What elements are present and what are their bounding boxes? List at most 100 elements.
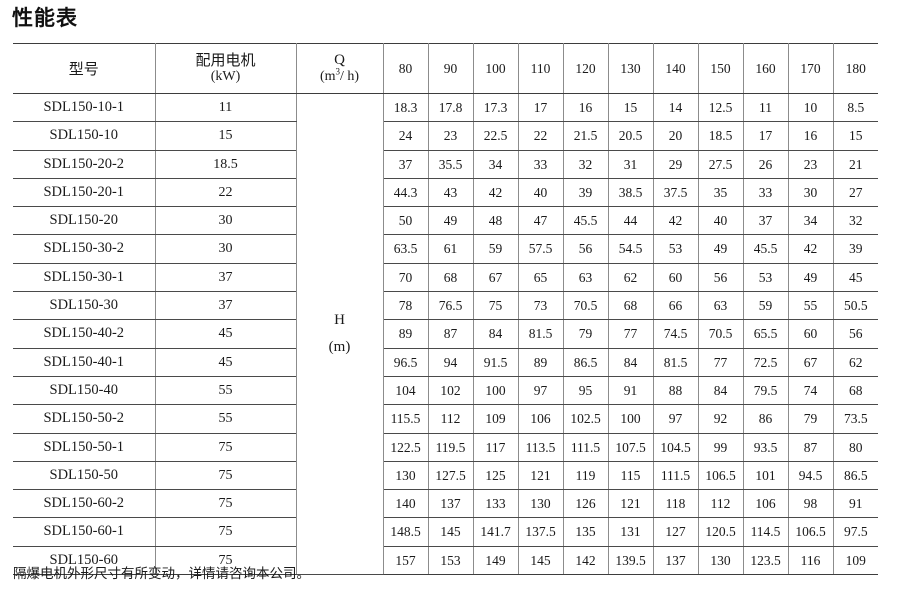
cell-head-value: 60: [787, 319, 834, 349]
header-flow-90: 90: [427, 43, 474, 94]
cell-head-value: 24: [382, 121, 429, 151]
cell-head-value: 61: [427, 234, 474, 264]
table-row: SDL150-40 55 104 102 100 97 95 91 88 84 79.5 74 68: [13, 375, 878, 406]
cell-head-value: 96.5: [382, 347, 429, 377]
cell-head-value: 112: [427, 404, 474, 434]
cell-head-value: 87: [427, 319, 474, 349]
header-row: 型号 配用电机 (kW) Q (m3/ h) 80 90 100 110 120…: [13, 43, 878, 94]
cell-head-value: 68: [427, 262, 474, 293]
cell-head-value: 115.5: [382, 404, 429, 434]
cell-head-value: 94.5: [787, 460, 834, 491]
cell-head-value: 50.5: [832, 291, 878, 321]
header-flow-100: 100: [472, 43, 519, 94]
cell-head-value: 70: [382, 262, 429, 293]
cell-head-value: 59: [742, 291, 789, 321]
cell-head-value: 67: [472, 262, 519, 293]
table-row: SDL150-40-2 45 89 87 84 81.5 79 77 74.5 70.5 65.5 6…: [13, 319, 878, 349]
cell-head-value: 34: [787, 206, 834, 236]
cell-motor-power: 55: [154, 375, 297, 406]
cell-head-value: 115: [607, 460, 654, 491]
cell-head-value: 116: [787, 545, 834, 576]
cell-head-value: 42: [787, 234, 834, 264]
cell-model: SDL150-50: [13, 460, 156, 491]
header-flow-q: Q (m3/ h): [295, 43, 384, 94]
cell-head-value: 130: [517, 489, 564, 519]
cell-head-value: 17.8: [427, 92, 474, 123]
cell-head-value: 53: [652, 234, 699, 264]
cell-model: SDL150-60-1: [13, 517, 156, 547]
cell-head-value: 121: [607, 489, 654, 519]
header-flow-120: 120: [562, 43, 609, 94]
cell-motor-power: 11: [154, 92, 297, 123]
cell-head-value: 145: [427, 517, 474, 547]
cell-head-value: 14: [652, 92, 699, 123]
cell-head-value: 76.5: [427, 291, 474, 321]
cell-head-value: 37.5: [652, 177, 699, 208]
cell-head-value: 39: [562, 177, 609, 208]
cell-head-value: 45: [832, 262, 878, 293]
cell-head-value: 121: [517, 460, 564, 491]
cell-head-value: 119.5: [427, 432, 474, 462]
cell-head-value: 42: [652, 206, 699, 236]
header-flow-160: 160: [742, 43, 789, 94]
cell-head-value: 75: [472, 291, 519, 321]
cell-model: SDL150-10: [13, 121, 156, 151]
cell-model: SDL150-20-2: [13, 149, 156, 179]
cell-head-value: 56: [697, 262, 744, 293]
cell-head-value: 73: [517, 291, 564, 321]
cell-head-value: 97.5: [832, 517, 878, 547]
cell-head-axis-label: H (m): [295, 92, 384, 576]
table-row: SDL150-50-1 75 122.5 119.5 117 113.5 111.5 107.…: [13, 432, 878, 462]
header-motor-power-line1: 配用电机: [195, 50, 256, 69]
cell-head-value: 88: [652, 375, 699, 406]
table-row: SDL150-50-2 55 115.5 112 109 106 102.5 100 97 92 8…: [13, 404, 878, 434]
cell-head-value: 123.5: [742, 545, 789, 576]
cell-head-value: 100: [472, 375, 519, 406]
cell-head-value: 119: [562, 460, 609, 491]
cell-model: SDL150-40-1: [13, 347, 156, 377]
cell-model: SDL150-20: [13, 206, 156, 236]
cell-head-value: 49: [787, 262, 834, 293]
cell-model: SDL150-60-2: [13, 489, 156, 519]
cell-head-value: 113.5: [517, 432, 564, 462]
cell-head-value: 149: [472, 545, 519, 576]
table-row: SDL150-60-2 75 140 137 133 130 126 121 118 112 106…: [13, 489, 878, 519]
table-row: SDL150-60 75 157 153 149 145 142 139.5 137 130 123…: [13, 545, 878, 576]
cell-motor-power: 75: [154, 432, 297, 462]
cell-head-value: 89: [517, 347, 564, 377]
cell-head-value: 137: [427, 489, 474, 519]
cell-model: SDL150-30: [13, 291, 156, 321]
performance-table: 型号 配用电机 (kW) Q (m3/ h) 80 90 100 110 120…: [13, 43, 878, 576]
cell-head-value: 72.5: [742, 347, 789, 377]
cell-head-value: 81.5: [517, 319, 564, 349]
q-unit-exponent: 3: [335, 66, 341, 77]
cell-head-value: 44.3: [382, 177, 429, 208]
cell-model: SDL150-10-1: [13, 92, 156, 123]
cell-head-value: 35: [697, 177, 744, 208]
cell-head-value: 10: [787, 92, 834, 123]
head-symbol: H: [334, 311, 345, 328]
cell-head-value: 16: [562, 92, 609, 123]
cell-head-value: 17: [742, 121, 789, 151]
cell-head-value: 27.5: [697, 149, 744, 179]
cell-head-value: 22.5: [472, 121, 519, 151]
cell-head-value: 49: [427, 206, 474, 236]
cell-head-value: 140: [382, 489, 429, 519]
cell-motor-power: 45: [154, 319, 297, 349]
cell-head-value: 111.5: [652, 460, 699, 491]
cell-head-value: 79: [787, 404, 834, 434]
table-row: SDL150-40-1 45 96.5 94 91.5 89 86.5 84 81.5 77 72.…: [13, 347, 878, 377]
header-motor-power: 配用电机 (kW): [154, 43, 297, 94]
cell-head-value: 79: [562, 319, 609, 349]
cell-head-value: 15: [832, 121, 878, 151]
cell-head-value: 45.5: [562, 206, 609, 236]
cell-head-value: 99: [697, 432, 744, 462]
cell-head-value: 77: [697, 347, 744, 377]
cell-head-value: 102: [427, 375, 474, 406]
cell-head-value: 126: [562, 489, 609, 519]
cell-head-value: 45.5: [742, 234, 789, 264]
cell-head-value: 79.5: [742, 375, 789, 406]
cell-head-value: 135: [562, 517, 609, 547]
cell-head-value: 70.5: [562, 291, 609, 321]
table-row: SDL150-30-2 30 63.5 61 59 57.5 56 54.5 53 49 45.5 4…: [13, 234, 878, 264]
